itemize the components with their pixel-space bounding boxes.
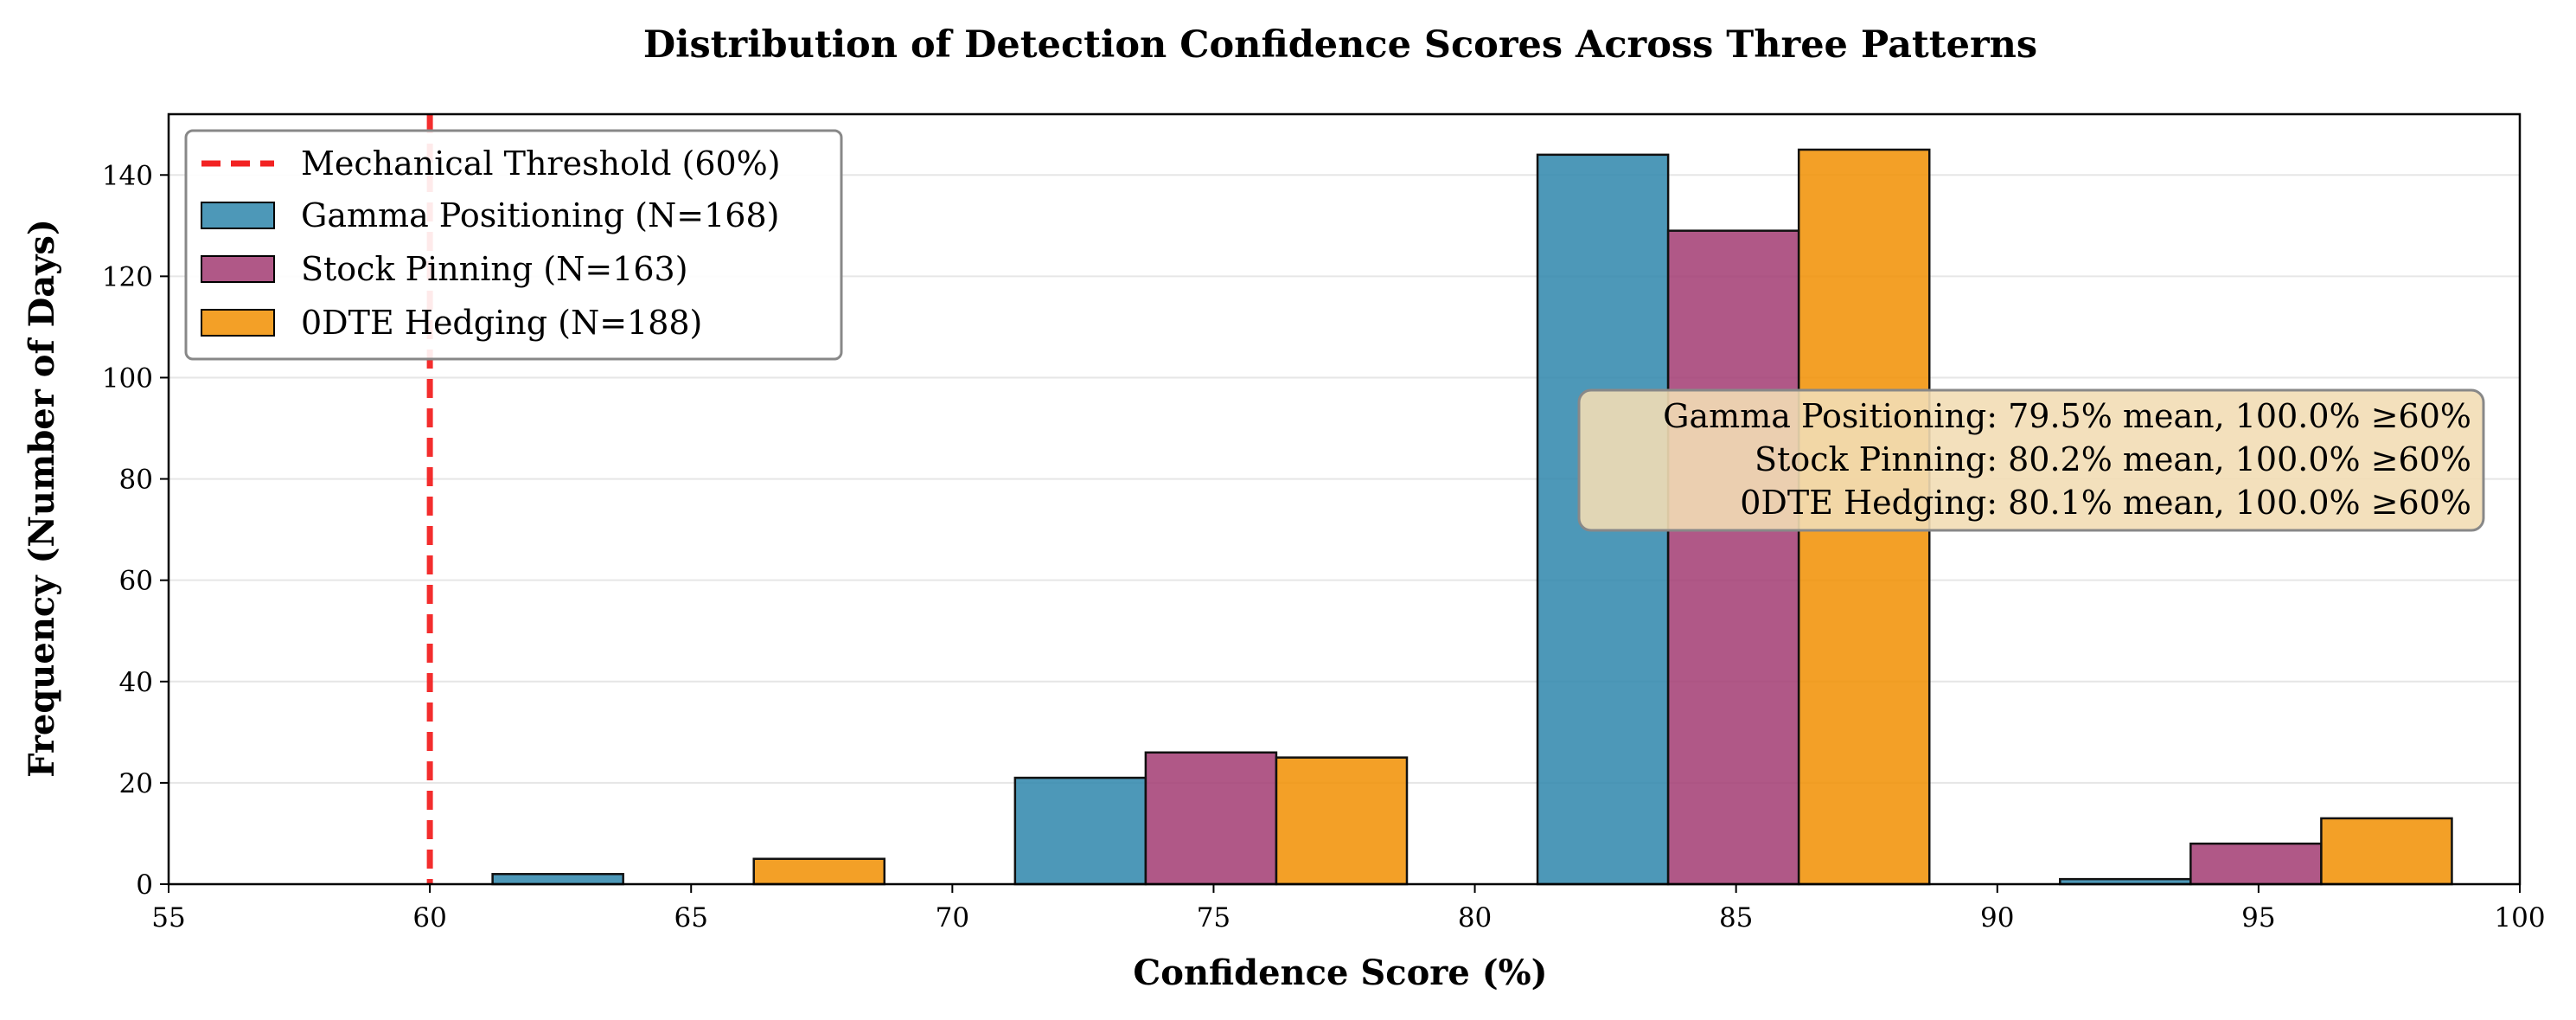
- stats-line-0dte-hedging: 0DTE Hedging: 80.1% mean, 100.0% ≥60%: [1740, 484, 2471, 522]
- stats-box-background: [1577, 388, 2485, 532]
- x-axis-ticks: 55 60 65 70 75 80 85 90 95 100: [151, 884, 2546, 933]
- legend-swatch-gamma: [201, 202, 275, 229]
- x-axis-label: Confidence Score (%): [1133, 953, 1547, 993]
- x-tick-label: 100: [2494, 902, 2545, 933]
- x-tick-label: 75: [1197, 902, 1230, 933]
- bar-series1-bin3: [2189, 842, 2323, 886]
- x-tick-label: 80: [1458, 902, 1492, 933]
- x-tick-label: 70: [936, 902, 969, 933]
- y-tick-label: 60: [119, 566, 153, 597]
- y-axis-ticks: 0 20 40 60 80 100 120 140: [102, 160, 169, 901]
- y-tick-label: 80: [119, 465, 153, 496]
- x-tick-label: 60: [412, 902, 446, 933]
- bar-series0-bin0: [491, 873, 624, 886]
- legend-box: [184, 129, 843, 361]
- plot-frame: [167, 112, 2522, 886]
- y-tick-label: 0: [136, 869, 153, 901]
- x-tick-label: 65: [674, 902, 707, 933]
- x-tick-label: 55: [151, 902, 185, 933]
- bar-series2-bin1: [1275, 756, 1409, 886]
- legend-label-stock-pinning: Stock Pinning (N=163): [301, 250, 688, 288]
- bars: [491, 148, 2453, 886]
- bar-series1-bin1: [1144, 751, 1278, 886]
- y-tick-label: 140: [102, 160, 153, 191]
- legend: Mechanical Threshold (60%) Gamma Positio…: [184, 129, 843, 361]
- y-tick-label: 40: [119, 667, 153, 698]
- x-tick-label: 85: [1719, 902, 1753, 933]
- bar-series2-bin3: [2320, 817, 2453, 886]
- y-tick-label: 100: [102, 362, 153, 394]
- bar-series1-bin2: [1666, 229, 1800, 886]
- y-tick-label: 120: [102, 261, 153, 292]
- bar-series0-bin1: [1013, 776, 1147, 886]
- legend-swatch-stock-pinning: [201, 255, 275, 283]
- y-tick-label: 20: [119, 768, 153, 799]
- stats-line-gamma: Gamma Positioning: 79.5% mean, 100.0% ≥6…: [1663, 397, 2471, 435]
- x-tick-label: 95: [2241, 902, 2275, 933]
- stats-line-stock-pinning: Stock Pinning: 80.2% mean, 100.0% ≥60%: [1755, 440, 2471, 478]
- y-axis-label: Frequency (Number of Days): [22, 219, 62, 778]
- stats-annotation: Gamma Positioning: 79.5% mean, 100.0% ≥6…: [1577, 388, 2485, 532]
- bar-series2-bin0: [752, 857, 886, 886]
- legend-label-0dte-hedging: 0DTE Hedging (N=188): [301, 304, 702, 342]
- x-tick-label: 90: [1980, 902, 2014, 933]
- legend-threshold-label: Mechanical Threshold (60%): [301, 144, 781, 183]
- chart-title: Distribution of Detection Confidence Sco…: [643, 23, 2037, 67]
- legend-swatch-0dte-hedging: [201, 309, 275, 337]
- legend-label-gamma: Gamma Positioning (N=168): [301, 196, 779, 234]
